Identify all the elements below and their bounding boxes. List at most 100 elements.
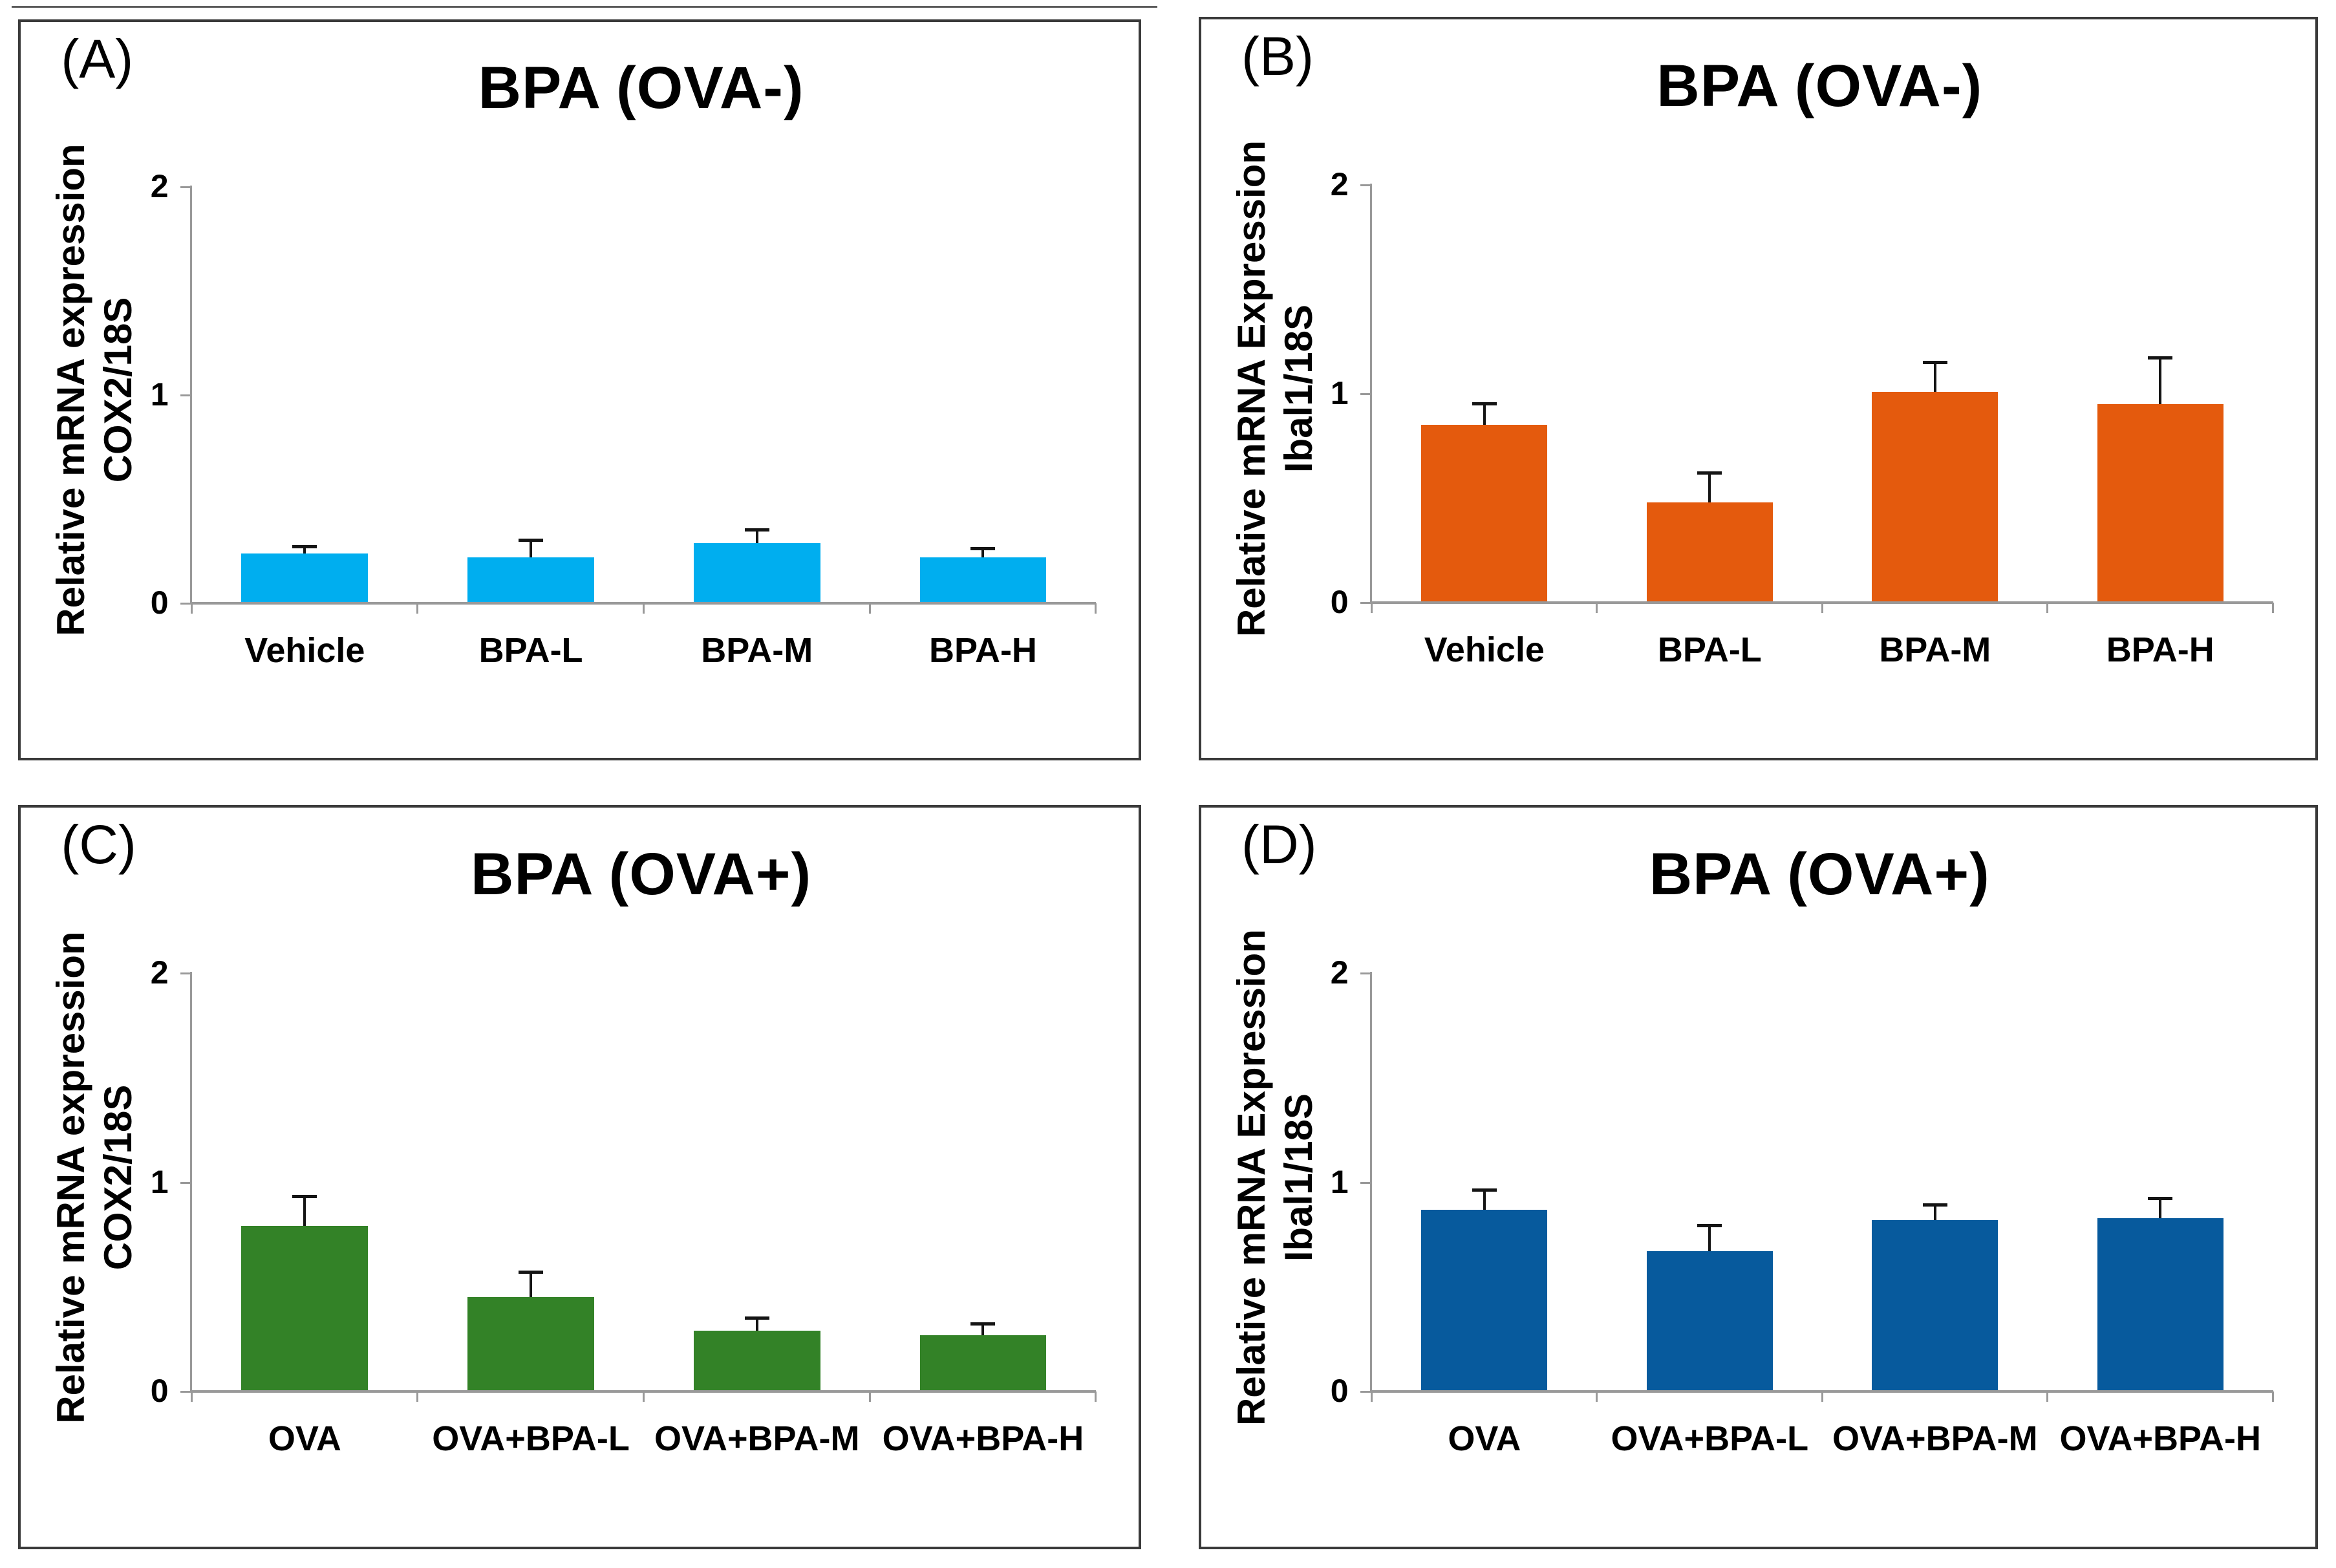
error-bar [1483,404,1486,425]
error-bar-cap [1472,402,1497,406]
panel-letter: (C) [61,814,136,875]
bar [241,553,369,603]
error-bar-cap [1472,1188,1497,1192]
y-tick-label: 2 [1330,954,1349,991]
panel-letter: (D) [1241,814,1317,875]
y-tick-mark [1360,184,1372,186]
error-bar-cap [292,545,317,549]
error-bar [755,1318,758,1331]
x-axis-tick [642,603,645,614]
error-bar-cap [292,1195,317,1199]
y-axis-label-line1: Relative mRNA expression [48,144,92,636]
x-axis-label: OVA+BPA-M [654,1419,860,1458]
y-tick-mark [1360,1181,1372,1184]
error-bar [981,549,985,558]
panel-b: (B) BPA (OVA-) Relative mRNA Expression … [1199,17,2318,760]
error-bar [1933,362,1936,392]
error-bar-cap [1922,1203,1947,1207]
y-axis-label-line2: Ibal1/18S [1276,304,1320,473]
y-tick-mark [1360,1390,1372,1393]
panel-d: (D) BPA (OVA+) Relative mRNA Expression … [1199,805,2318,1549]
chart-title: BPA (OVA-) [1656,52,1983,119]
x-axis-tick [868,603,871,614]
x-axis-label: OVA [268,1419,341,1458]
x-axis-tick [2046,603,2049,614]
plot-area: 0 1 2 OVA OVA+BPA-L OVA+BPA-M OVA+BPA-H [1331,954,2274,1458]
y-tick-label: 1 [150,1163,169,1200]
x-axis-label: OVA+BPA-H [882,1419,1084,1458]
y-tick-label: 2 [1330,166,1349,202]
y-axis-label: Relative mRNA Expression Ibal1/18S [1228,140,1322,637]
error-bar [2159,358,2162,405]
x-axis-label: Vehicle [1424,630,1545,670]
y-tick-label: 0 [150,1372,169,1409]
error-bar-cap [970,547,996,551]
x-axis-tick [868,1391,871,1402]
error-bar [1708,473,1711,503]
x-axis-tick [1821,603,1823,614]
y-tick-label: 0 [1330,583,1349,620]
bar [2097,1218,2223,1391]
error-bar-cap [1697,1224,1722,1228]
bar [1421,425,1548,603]
x-axis-label: BPA-H [2106,630,2214,670]
bar [1872,391,1998,603]
x-axis-tick [190,603,193,614]
bar [241,1226,369,1391]
bar [919,557,1047,603]
error-bar [530,541,533,558]
y-tick-mark [180,1181,192,1184]
panel-letter: (A) [61,28,134,90]
x-axis-label: OVA [1448,1419,1521,1458]
x-axis-label: BPA-H [928,631,1037,670]
x-axis-tick [2271,603,2274,614]
x-axis-tick [1370,603,1373,614]
x-axis-tick [416,603,419,614]
y-axis-label: Relative mRNA Expression Ibal1/18S [1228,929,1322,1425]
error-bar [755,530,758,543]
error-bar [303,547,306,553]
x-axis-tick [1596,1391,1598,1402]
x-axis-tick [1821,1391,1823,1402]
bar [693,542,820,603]
x-axis-label: BPA-M [701,631,813,670]
x-axis-tick [1095,603,1097,614]
plot-area: 0 1 2 OVA OVA+BPA-L OVA+BPA-M OVA+BPA-H [151,954,1097,1458]
x-axis-label: BPA-M [1879,630,1991,670]
bar [467,1297,594,1391]
y-tick-mark [1360,972,1372,975]
y-tick-mark [180,972,192,975]
x-axis-tick [1596,603,1598,614]
error-bar [2159,1199,2162,1218]
bar [919,1335,1047,1391]
panel-a: (A) BPA (OVA-) Relative mRNA expression … [18,19,1141,760]
x-axis-tick [1095,1391,1097,1402]
chart-title: BPA (OVA-) [478,55,804,122]
y-axis-label: Relative mRNA expression COX2/18S [47,144,142,636]
x-axis-label: OVA+BPA-L [1611,1419,1809,1458]
x-axis-tick [416,1391,419,1402]
y-axis-label-line1: Relative mRNA expression [48,930,92,1424]
x-axis-label: Vehicle [244,631,365,670]
x-axis-label: BPA-L [478,631,583,670]
bar [1646,502,1773,603]
plot-area: 0 1 2 Vehicle BPA-L BPA-M BPA-H [151,168,1097,670]
error-bar-cap [519,539,544,542]
x-axis-label: OVA+BPA-L [432,1419,630,1458]
error-bar-cap [1697,471,1722,475]
x-axis-tick [642,1391,645,1402]
bar [467,557,594,603]
y-axis-label-line2: COX2/18S [96,1084,140,1270]
error-bar [530,1272,533,1298]
y-tick-label: 2 [150,954,169,991]
y-tick-mark [180,186,192,188]
chart-title: BPA (OVA+) [1649,841,1990,907]
top-rule-line [12,6,1157,8]
x-axis-tick [190,1391,193,1402]
error-bar [303,1197,306,1227]
error-bar-cap [1922,360,1947,364]
panel-c: (C) BPA (OVA+) Relative mRNA expression … [18,805,1141,1549]
panel-letter: (B) [1241,26,1314,87]
error-bar [1708,1226,1711,1252]
